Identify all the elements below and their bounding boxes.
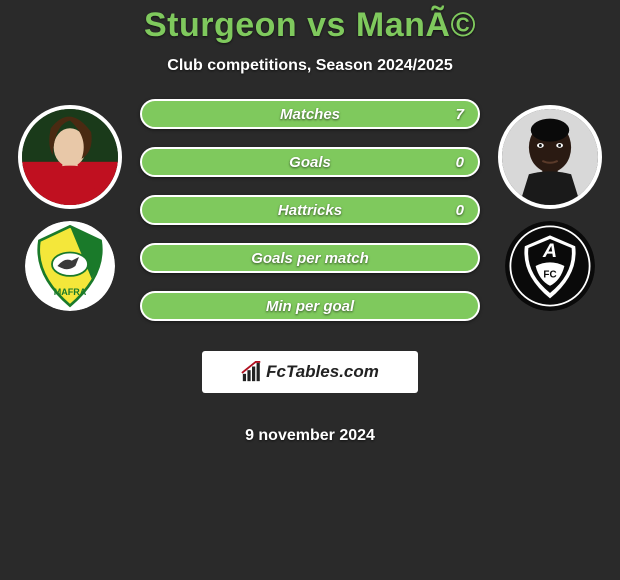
brand-text: FcTables.com [266,362,379,382]
comparison-card: Sturgeon vs ManÃ© Club competitions, Sea… [0,0,620,445]
main-row: MAFRA Matches 7 Goals 0 Hattricks 0 Goal… [0,99,620,445]
right-column: A FC [498,105,602,311]
stat-label: Goals [289,154,331,171]
left-club-crest: MAFRA [25,221,115,311]
stat-row-matches: Matches 7 [140,99,480,129]
page-subtitle: Club competitions, Season 2024/2025 [167,57,452,75]
svg-text:MAFRA: MAFRA [54,287,87,297]
stat-row-hattricks: Hattricks 0 [140,195,480,225]
sturgeon-avatar [18,105,122,209]
right-club-crest: A FC [505,221,595,311]
left-column: MAFRA [18,105,122,311]
stat-label: Hattricks [278,202,342,219]
stat-value-right: 0 [456,154,464,171]
mane-avatar [498,105,602,209]
comparison-date: 9 november 2024 [245,427,375,445]
stat-row-goals: Goals 0 [140,147,480,177]
stat-row-mpg: Min per goal [140,291,480,321]
stat-row-gpm: Goals per match [140,243,480,273]
stat-label: Matches [280,106,340,123]
bar-chart-icon [241,361,263,383]
svg-text:A: A [542,240,557,262]
site-brand-box[interactable]: FcTables.com [202,351,418,393]
stat-label: Goals per match [251,250,369,267]
stat-value-right: 0 [456,202,464,219]
player-photo-icon [22,109,118,205]
stats-column: Matches 7 Goals 0 Hattricks 0 Goals per … [140,99,480,445]
player-photo-icon [502,109,598,205]
stat-value-right: 7 [456,106,464,123]
shield-icon: MAFRA [25,221,115,311]
stat-label: Min per goal [266,298,354,315]
shield-icon: A FC [505,221,595,311]
page-title: Sturgeon vs ManÃ© [144,6,476,45]
svg-text:FC: FC [543,270,556,281]
